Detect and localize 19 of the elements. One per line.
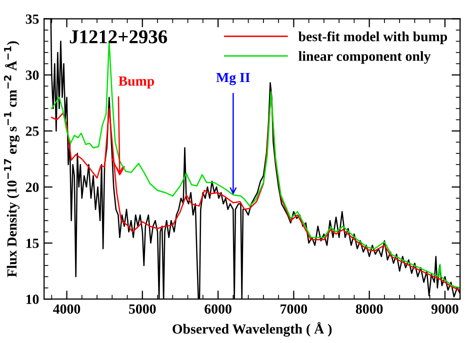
y-tick-label: 20 <box>26 182 39 192</box>
legend-label: linear component only <box>298 51 431 64</box>
chart-title: J1212+2936 <box>70 30 168 44</box>
x-axis-title: Observed Wavelength ( Å ) <box>172 322 332 337</box>
x-tick-label: 4000 <box>53 304 80 314</box>
x-tick-label: 9000 <box>431 304 458 314</box>
y-tick-label: 25 <box>26 126 39 136</box>
x-tick-label: 7000 <box>280 304 308 314</box>
x-tick-label: 6000 <box>204 304 232 314</box>
x-tick-label: 5000 <box>129 304 156 314</box>
text: Flux Density (10$^{−17}$ erg s$^{−1}$ cm$^{−2}$ Å$^{−1}$) <box>4 41 20 278</box>
y-tick-label: 30 <box>26 70 39 80</box>
annotation: Mg II <box>216 72 250 86</box>
y-tick-label: 35 <box>26 14 39 24</box>
y-tick-label: 15 <box>26 238 39 248</box>
x-tick-label: 8000 <box>356 304 383 314</box>
legend-label: best-fit model with bump <box>298 31 448 44</box>
annotation: Bump <box>118 76 154 89</box>
y-tick-label: 10 <box>26 294 39 304</box>
